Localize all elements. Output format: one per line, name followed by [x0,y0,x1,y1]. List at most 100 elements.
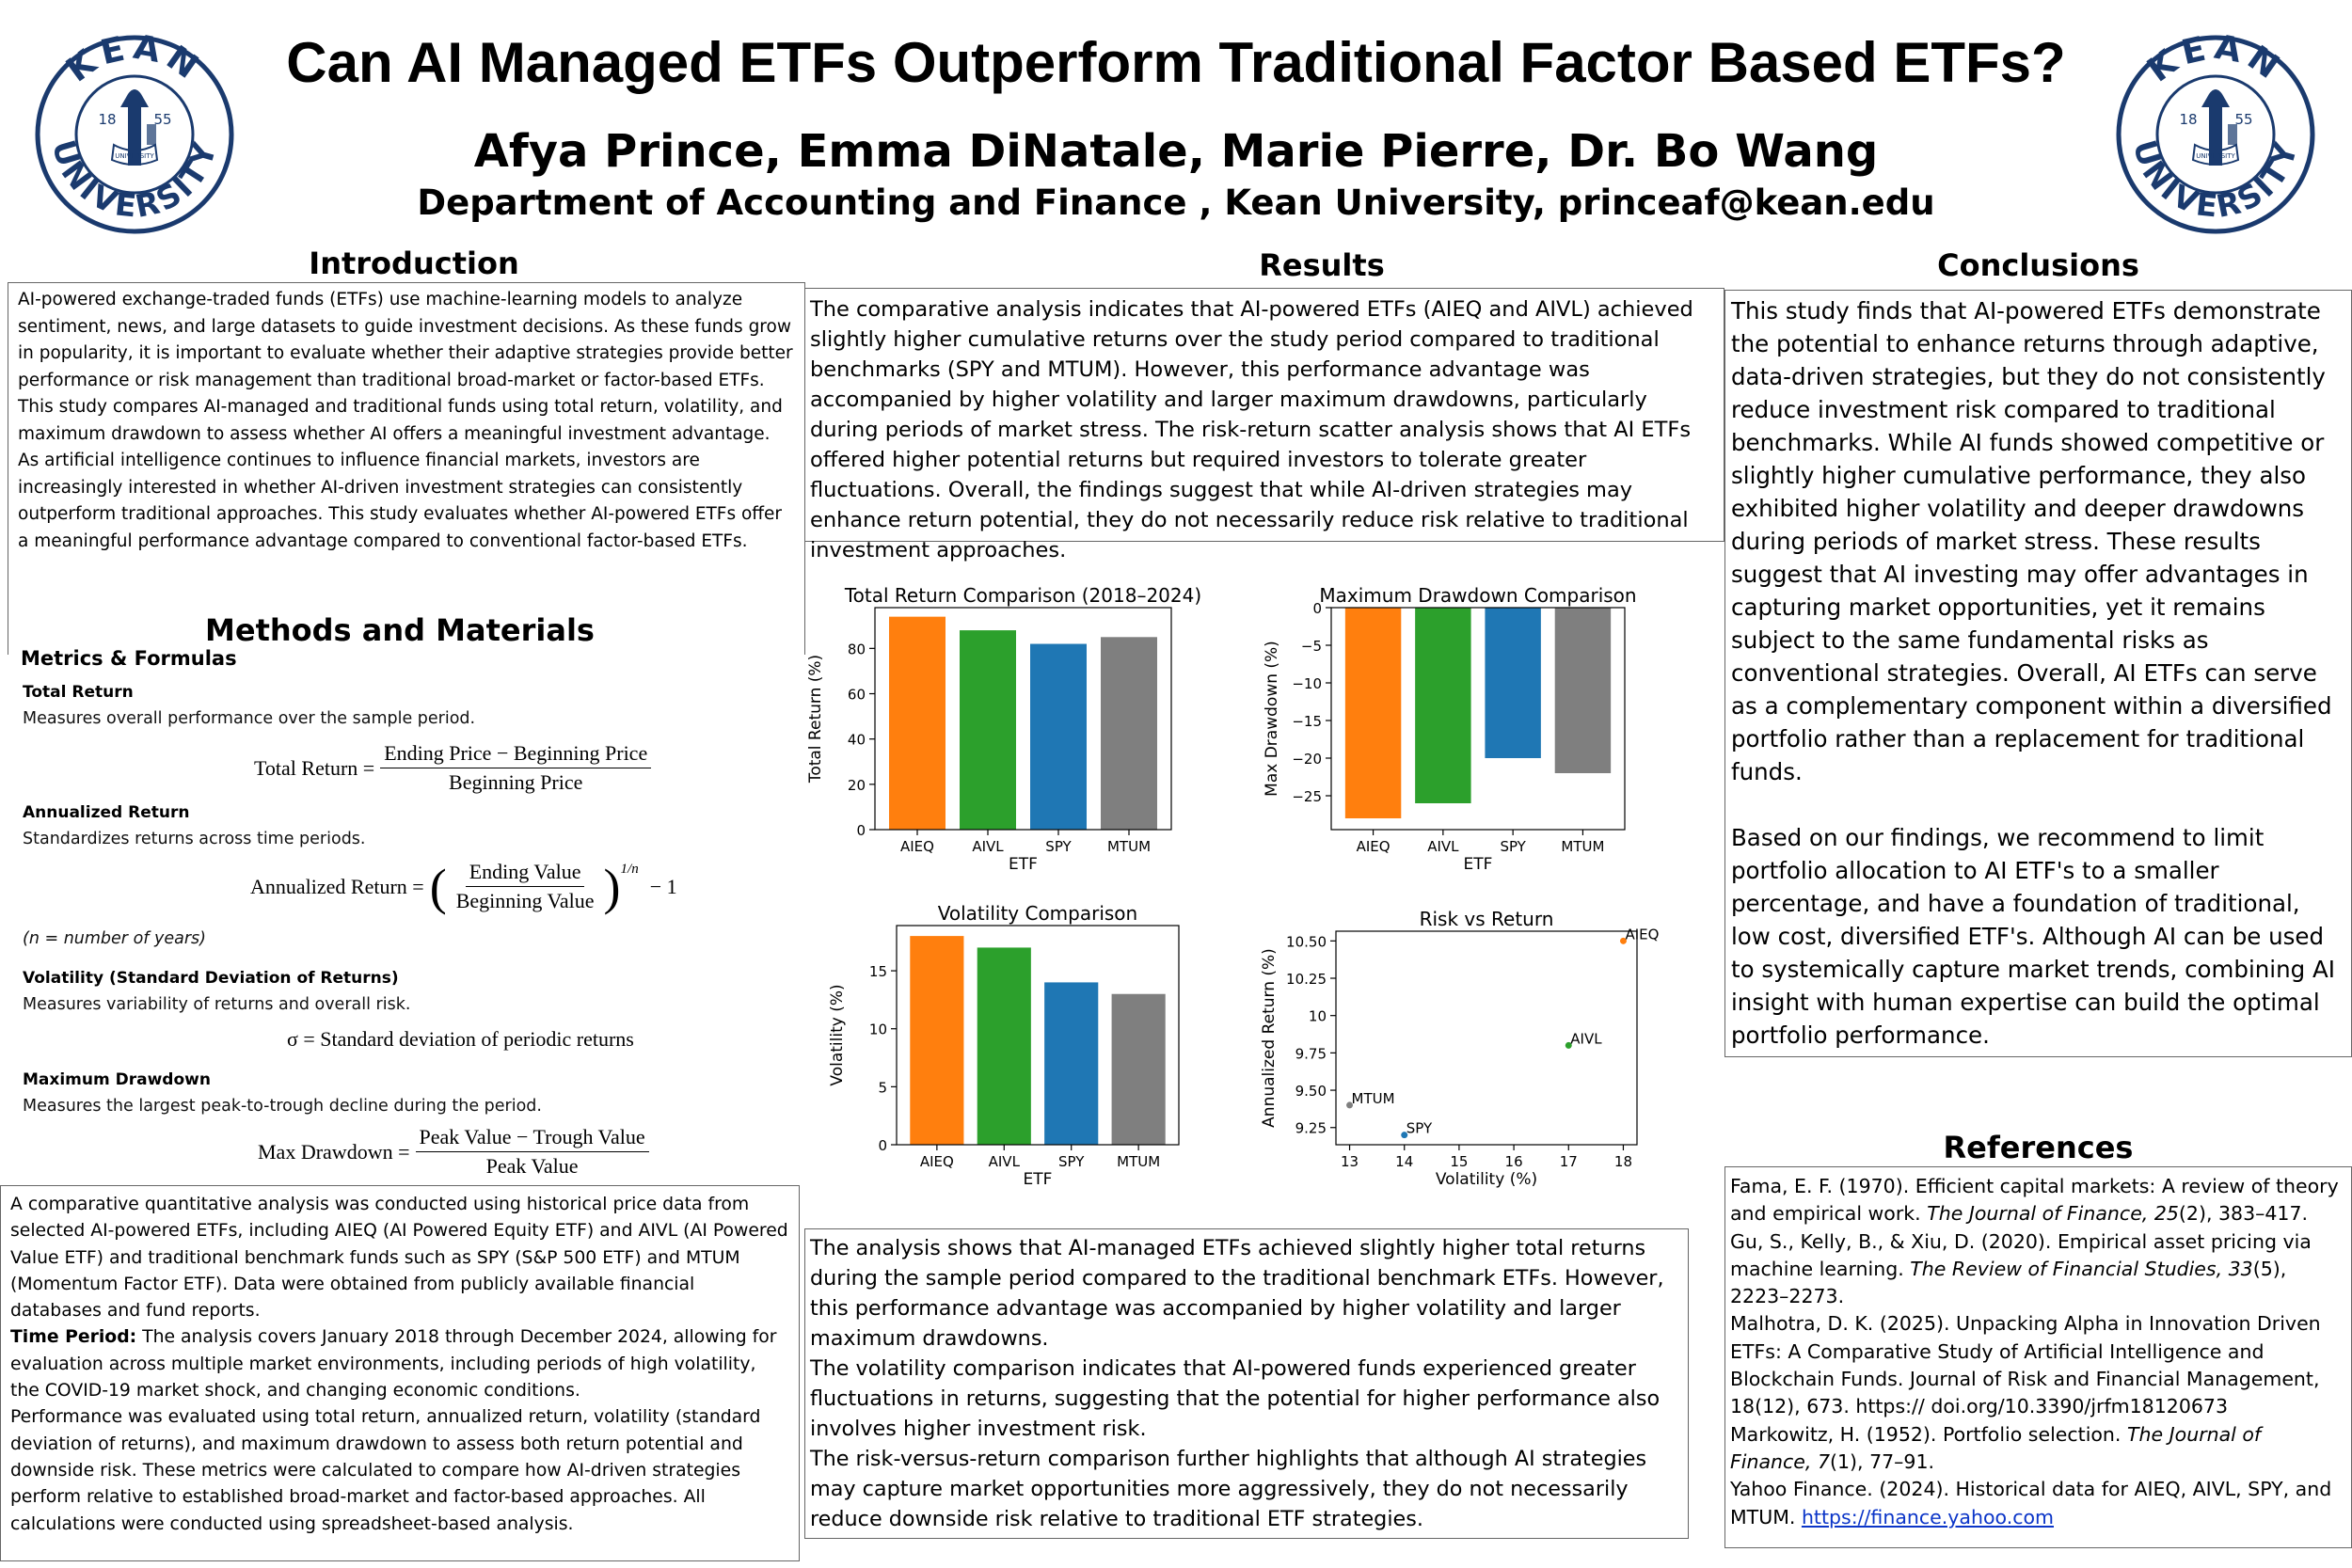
point-aivl [1565,1041,1572,1049]
x-tick-label: SPY [1500,838,1526,855]
annualized-note: (n = number of years) [23,929,206,948]
y-tick-label: 9.25 [1295,1120,1327,1137]
plot-frame [874,607,1172,831]
bar-spy [1485,608,1541,758]
x-axis-label: Volatility (%) [1436,1170,1537,1189]
point-label: AIEQ [1625,926,1659,942]
y-tick-label: 10.25 [1286,971,1327,988]
y-tick-label: −25 [1292,788,1322,805]
y-tick-label: 0 [856,822,866,839]
svg-text:KEAN: KEAN [59,34,209,90]
total-return-heading: Total Return [23,683,134,702]
y-tick-label: −5 [1301,638,1322,655]
logo-year-left: 18 [2179,111,2197,128]
introduction-text: AI-powered exchange-traded funds (ETFs) … [18,290,793,551]
x-tick-label: SPY [1045,838,1072,855]
y-tick-label: 80 [848,641,866,657]
chart-title: Volatility Comparison [938,902,1137,925]
x-tick-label: 18 [1614,1153,1632,1170]
x-tick-label: AIEQ [900,838,934,855]
conclusions-title: Conclusions [1937,247,2139,283]
bar-spy [1030,643,1087,830]
chart-title: Risk vs Return [1420,908,1554,930]
point-label: SPY [1406,1120,1433,1137]
annualized-desc: Standardizes returns across time periods… [23,830,366,848]
conclusions-box: This study finds that AI-powered ETFs de… [1724,290,2352,1057]
bar-aieq [889,616,946,830]
bar-mtum [1111,993,1166,1145]
y-tick-label: −15 [1292,713,1322,730]
y-tick-label: −10 [1292,675,1322,692]
annualized-exp: 1/n [620,862,639,877]
results-bottom-box: The analysis shows that AI-managed ETFs … [804,1228,1689,1539]
y-tick-label: 10 [869,1022,887,1038]
point-label: MTUM [1352,1090,1395,1107]
annualized-formula: Annualized Return = ( Ending Value Beginn… [250,858,677,915]
conclusions-p1: This study finds that AI-powered ETFs de… [1731,297,2332,785]
x-tick-label: AIEQ [1357,838,1391,855]
y-tick-label: 5 [878,1079,887,1096]
x-tick-label: 14 [1395,1153,1413,1170]
logo-ribbon: UNIVERSITY [115,152,154,160]
methods-p2: The analysis covers January 2018 through… [10,1327,777,1402]
reference-item: Gu, S., Kelly, B., & Xiu, D. (2020). Emp… [1730,1229,2312,1308]
drawdown-num: Peak Value − Trough Value [415,1125,649,1152]
y-tick-label: 10.50 [1286,933,1327,950]
results-top-text: The comparative analysis indicates that … [810,297,1693,562]
methods-text-box: A comparative quantitative analysis was … [0,1185,800,1561]
results-bottom-p2: The volatility comparison indicates that… [810,1356,1661,1441]
y-tick-label: 9.50 [1295,1083,1327,1100]
references-list: Fama, E. F. (1970). Efficient capital ma… [1730,1173,2346,1531]
poster-authors: Afya Prince, Emma DiNatale, Marie Pierre… [473,125,1879,178]
y-axis-label: Total Return (%) [806,655,825,784]
introduction-box: AI-powered exchange-traded funds (ETFs) … [8,282,805,655]
results-bottom-p3: The risk-versus-return comparison furthe… [810,1447,1647,1531]
reference-item: Markowitz, H. (1952). Portfolio selectio… [1730,1422,2262,1473]
svg-text:KEAN: KEAN [2140,34,2290,90]
annualized-num: Ending Value [465,860,585,887]
logo-top-text: KEAN [59,28,203,90]
logo-year-left: 18 [98,111,116,128]
reference-item: Malhotra, D. K. (2025). Unpacking Alpha … [1730,1312,2321,1418]
logo-top-text: KEAN [2140,28,2284,90]
bar-aivl [960,630,1016,830]
plot-frame [896,925,1180,1146]
y-axis-label: Max Drawdown (%) [1263,641,1281,797]
drawdown-lhs: Max Drawdown = [258,1139,410,1164]
bar-mtum [1554,608,1612,773]
x-axis-label: ETF [1024,1170,1053,1189]
methods-p3: Performance was evaluated using total re… [10,1407,761,1534]
x-tick-label: MTUM [1117,1153,1160,1170]
results-bottom-text: The analysis shows that AI-managed ETFs … [810,1233,1683,1534]
x-tick-label: AIEQ [920,1153,954,1170]
charts-panel: Total Return Comparison (2018–2024) 0 20 40… [804,564,1736,1223]
bar-mtum [1101,637,1157,830]
y-tick-label: 0 [1312,600,1322,617]
total-return-desc: Measures overall performance over the sa… [23,709,476,728]
drawdown-heading: Maximum Drawdown [23,1070,211,1089]
kean-logo-right: KEAN UNIVERSITY 18 55 UNIVERSITY [2115,28,2316,235]
metrics-heading: Metrics & Formulas [21,647,237,670]
total-return-num: Ending Price − Beginning Price [380,741,652,768]
point-spy [1401,1132,1408,1139]
references-box: Fama, E. F. (1970). Efficient capital ma… [1724,1166,2352,1548]
y-tick-label: 20 [848,777,866,794]
x-tick-label: AIVL [989,1153,1021,1170]
x-tick-label: 16 [1505,1153,1523,1170]
volatility-desc: Measures variability of returns and over… [23,995,411,1014]
x-tick-label: 13 [1341,1153,1359,1170]
yahoo-finance-link[interactable]: https://finance.yahoo.com [1801,1505,2054,1528]
annualized-lhs: Annualized Return = [250,874,424,898]
x-tick-label: SPY [1058,1153,1085,1170]
logo-year-right: 55 [153,111,171,128]
methods-text: A comparative quantitative analysis was … [10,1192,789,1538]
x-tick-label: AIVL [1427,838,1459,855]
reference-item: Yahoo Finance. (2024). Historical data f… [1730,1478,2332,1528]
y-tick-label: 40 [848,732,866,749]
bar-aivl [977,947,1031,1145]
methods-p1: A comparative quantitative analysis was … [10,1195,788,1322]
x-axis-label: ETF [1464,855,1493,874]
drawdown-desc: Measures the largest peak-to-trough decl… [23,1097,542,1116]
plot-frame [1330,607,1626,831]
y-tick-label: 10 [1309,1008,1327,1025]
